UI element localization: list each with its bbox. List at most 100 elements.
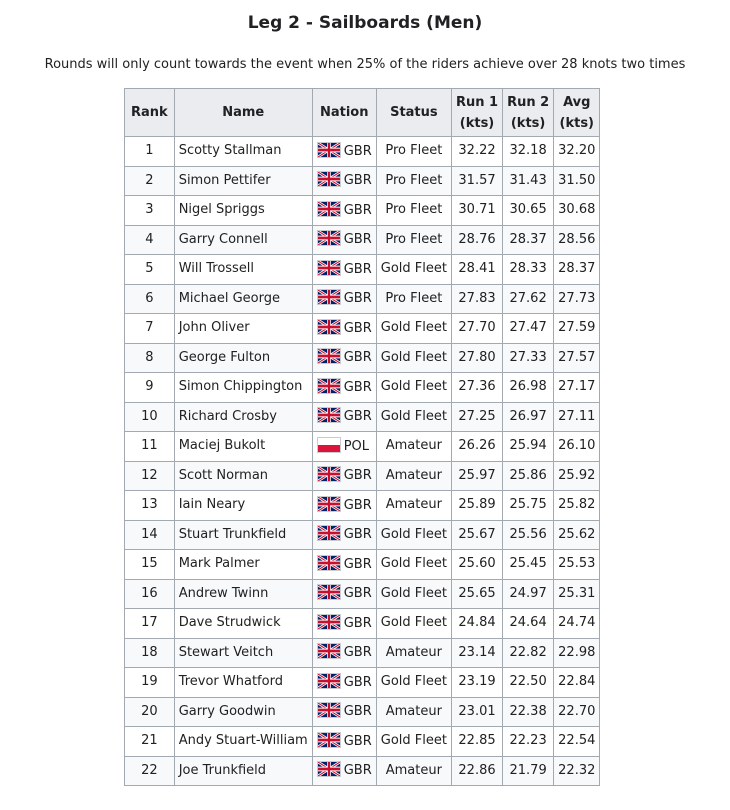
rider-name-cell: Stuart Trunkfield xyxy=(173,519,313,550)
run1-cell: 27.36 xyxy=(450,372,504,403)
avg-cell: 25.31 xyxy=(553,578,601,609)
nation-code: GBR xyxy=(343,615,372,631)
rider-name-cell: Will Trossell xyxy=(173,254,313,285)
flag-gbr-icon xyxy=(316,377,341,394)
rank-cell: 7 xyxy=(124,313,175,344)
table-row: 21 Andy Stuart-William GBR Gold Fleet 22.85 2… xyxy=(124,726,601,757)
run1-cell: 22.86 xyxy=(450,755,504,786)
nation-code: GBR xyxy=(343,261,372,277)
nation-cell: GBR xyxy=(311,519,377,550)
table-row: 7 John Oliver GBR Gold Fleet 27.70 27.47 27.59 xyxy=(124,313,601,344)
rank-cell: 22 xyxy=(124,755,175,786)
rank-cell: 21 xyxy=(124,726,175,757)
run2-cell: 31.43 xyxy=(502,165,555,196)
flag-gbr-icon xyxy=(316,318,341,335)
rank-cell: 9 xyxy=(124,372,175,403)
table-row: 4 Garry Connell GBR Pro Fleet 28.76 28.37 28.5… xyxy=(124,224,601,255)
nation-cell: GBR xyxy=(311,549,377,580)
avg-cell: 22.98 xyxy=(553,637,601,668)
status-cell: Gold Fleet xyxy=(375,726,452,757)
nation-code: GBR xyxy=(343,173,372,189)
avg-cell: 28.56 xyxy=(553,224,601,255)
flag-gbr-icon xyxy=(316,702,341,719)
nation-cell: GBR xyxy=(311,637,377,668)
run2-cell: 25.75 xyxy=(502,490,555,521)
flag-gbr-icon xyxy=(316,643,341,660)
rank-cell: 19 xyxy=(124,667,175,698)
flag-gbr-icon xyxy=(316,584,341,601)
status-cell: Amateur xyxy=(375,637,452,668)
rider-name-cell: Nigel Spriggs xyxy=(173,195,313,226)
rank-cell: 16 xyxy=(124,578,175,609)
run2-cell: 25.45 xyxy=(502,549,555,580)
avg-cell: 27.57 xyxy=(553,342,601,373)
rank-cell: 12 xyxy=(124,460,175,491)
rider-name-cell: Trevor Whatford xyxy=(173,667,313,698)
flag-gbr-icon xyxy=(316,230,341,247)
nation-code: GBR xyxy=(343,202,372,218)
results-table: Rank Name Nation Status Run 1 (kts) Run 2… xyxy=(124,88,601,786)
table-row: 5 Will Trossell GBR Gold Fleet 28.41 28.33 28.… xyxy=(124,254,601,285)
table-row: 17 Dave Strudwick GBR Gold Fleet 24.84 24.64 2… xyxy=(124,608,601,639)
status-cell: Amateur xyxy=(375,755,452,786)
table-row: 13 Iain Neary GBR Amateur 25.89 25.75 25.82 xyxy=(124,490,601,521)
flag-gbr-icon xyxy=(316,466,341,483)
header-rank: Rank xyxy=(124,88,175,137)
flag-gbr-icon xyxy=(316,525,341,542)
nation-code: GBR xyxy=(343,468,372,484)
table-row: 12 Scott Norman GBR Amateur 25.97 25.86 25.92 xyxy=(124,460,601,491)
run2-cell: 22.50 xyxy=(502,667,555,698)
flag-gbr-icon xyxy=(316,289,341,306)
rank-cell: 4 xyxy=(124,224,175,255)
avg-cell: 25.92 xyxy=(553,460,601,491)
table-row: 10 Richard Crosby GBR Gold Fleet 27.25 26.97 2… xyxy=(124,401,601,432)
run2-cell: 24.64 xyxy=(502,608,555,639)
nation-code: GBR xyxy=(343,733,372,749)
rank-cell: 11 xyxy=(124,431,175,462)
rank-cell: 14 xyxy=(124,519,175,550)
flag-gbr-icon xyxy=(316,672,341,689)
run2-cell: 27.47 xyxy=(502,313,555,344)
table-row: 16 Andrew Twinn GBR Gold Fleet 25.65 24.97 25.… xyxy=(124,578,601,609)
rider-name-cell: Simon Pettifer xyxy=(173,165,313,196)
flag-pol-icon xyxy=(316,436,341,453)
nation-cell: POL xyxy=(311,431,377,462)
table-row: 8 George Fulton GBR Gold Fleet 27.80 27.33 27.… xyxy=(124,342,601,373)
rules-note: Rounds will only count towards the event… xyxy=(44,57,686,72)
flag-gbr-icon xyxy=(316,259,341,276)
rider-name-cell: Andy Stuart-William xyxy=(173,726,313,757)
flag-gbr-icon xyxy=(316,554,341,571)
nation-cell: GBR xyxy=(311,254,377,285)
flag-gbr-icon xyxy=(316,761,341,778)
run1-cell: 25.97 xyxy=(450,460,504,491)
nation-cell: GBR xyxy=(311,224,377,255)
avg-cell: 25.62 xyxy=(553,519,601,550)
avg-cell: 30.68 xyxy=(553,195,601,226)
table-row: 9 Simon Chippington GBR Gold Fleet 27.36 26.9… xyxy=(124,372,601,403)
header-nation: Nation xyxy=(311,88,377,137)
nation-cell: GBR xyxy=(311,401,377,432)
table-row: 19 Trevor Whatford GBR Gold Fleet 23.19 22.50… xyxy=(124,667,601,698)
nation-code: POL xyxy=(343,438,370,454)
rider-name-cell: Iain Neary xyxy=(173,490,313,521)
run2-cell: 30.65 xyxy=(502,195,555,226)
rank-cell: 5 xyxy=(124,254,175,285)
run2-cell: 24.97 xyxy=(502,578,555,609)
page-title: Leg 2 - Sailboards (Men) xyxy=(247,13,483,33)
run2-cell: 25.86 xyxy=(502,460,555,491)
run2-cell: 27.62 xyxy=(502,283,555,314)
header-run1: Run 1 (kts) xyxy=(450,88,504,137)
rider-name-cell: John Oliver xyxy=(173,313,313,344)
flag-gbr-icon xyxy=(316,495,341,512)
header-run2: Run 2 (kts) xyxy=(502,88,555,137)
table-row: 6 Michael George GBR Pro Fleet 27.83 27.62 27.… xyxy=(124,283,601,314)
nation-cell: GBR xyxy=(311,342,377,373)
flag-gbr-icon xyxy=(316,613,341,630)
status-cell: Gold Fleet xyxy=(375,254,452,285)
run1-cell: 27.70 xyxy=(450,313,504,344)
run2-cell: 22.38 xyxy=(502,696,555,727)
rider-name-cell: Simon Chippington xyxy=(173,372,313,403)
run1-cell: 31.57 xyxy=(450,165,504,196)
status-cell: Gold Fleet xyxy=(375,372,452,403)
rank-cell: 6 xyxy=(124,283,175,314)
